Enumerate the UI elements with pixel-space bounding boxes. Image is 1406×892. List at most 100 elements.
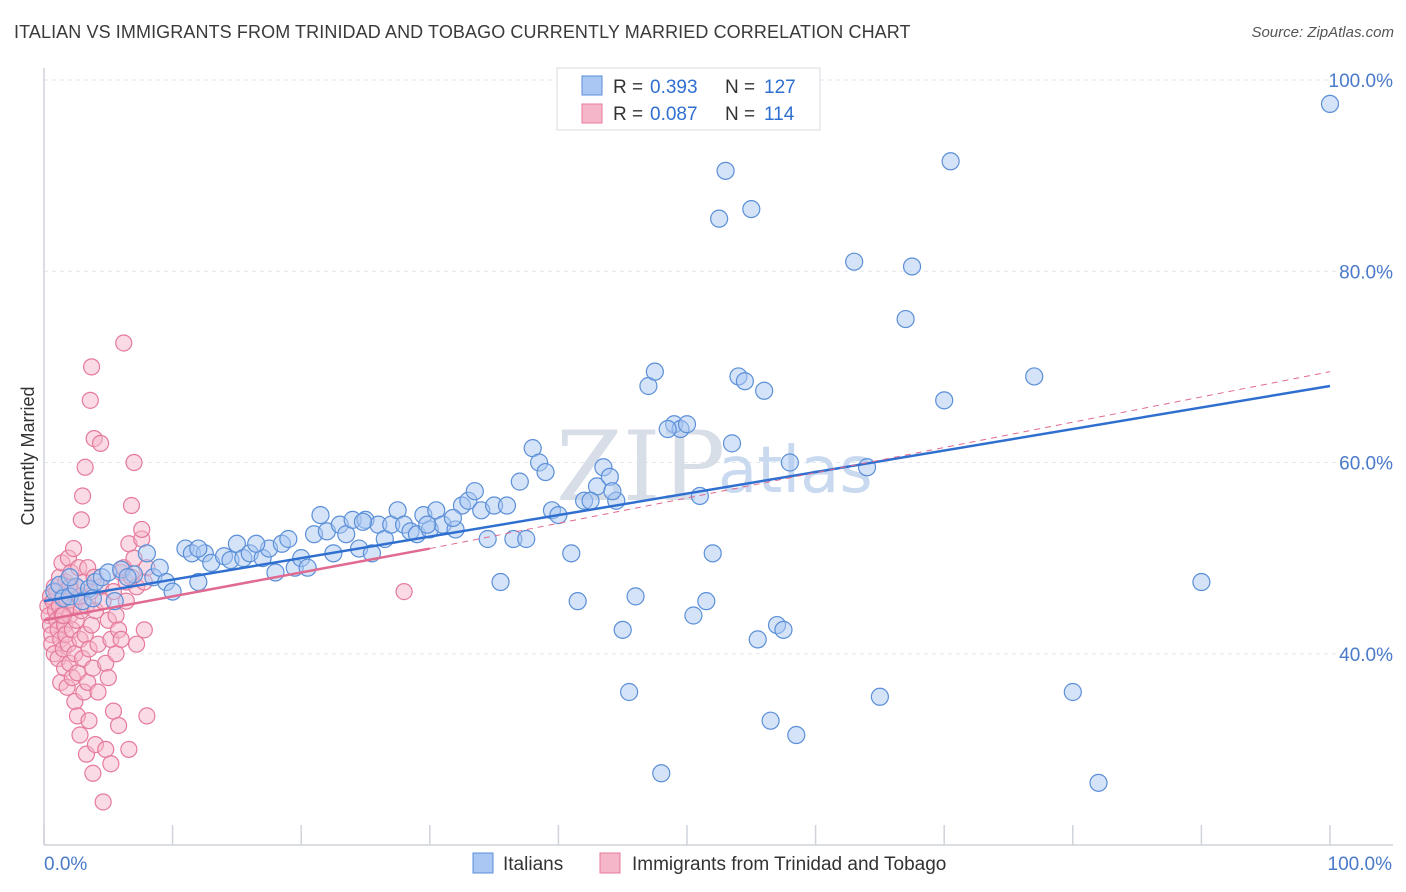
trinidad-point-79 xyxy=(97,740,115,758)
italians-point-106 xyxy=(941,152,960,171)
y-tick-labels: 40.0% 60.0% 80.0% 100.0% xyxy=(1329,71,1394,666)
italians-point-32 xyxy=(279,529,298,549)
legend-r-label-2: R = xyxy=(613,104,643,125)
trinidad-point-64 xyxy=(82,616,101,634)
trinidad-point-97 xyxy=(120,740,138,758)
legend-n-label-2: N = xyxy=(725,104,755,125)
italians-point-105 xyxy=(935,391,954,410)
italians-point-128 xyxy=(443,508,463,528)
trend-line-trinidad xyxy=(43,547,431,622)
italians-point-121 xyxy=(189,539,208,558)
italians-point-13 xyxy=(137,544,156,563)
trinidad-point-37 xyxy=(64,539,83,558)
trinidad-point-105 xyxy=(133,520,151,539)
italians-point-112 xyxy=(710,209,729,228)
watermark-atlas: atlas xyxy=(718,434,873,508)
italians-point-117 xyxy=(626,587,645,606)
italians-point-102 xyxy=(870,687,890,706)
italians-point-62 xyxy=(497,496,517,515)
legend-box: R = 0.393 N = 127 R = 0.087 N = 114 xyxy=(556,67,821,131)
trend-line-italians xyxy=(43,384,1331,603)
italians-point-111 xyxy=(1320,94,1340,114)
italians-point-78 xyxy=(620,682,639,702)
italians-point-124 xyxy=(517,529,536,549)
x-tick-label-min: 0.0% xyxy=(44,854,87,875)
y-axis-title: Currently Married xyxy=(18,386,38,525)
trinidad-point-67 xyxy=(84,764,102,782)
trinidad-point-109 xyxy=(138,707,156,725)
legend-n-value-2: 114 xyxy=(764,104,795,125)
bottom-legend-swatch-italians xyxy=(472,852,494,874)
trinidad-point-93 xyxy=(115,334,133,352)
trinidad-point-49 xyxy=(72,511,90,529)
italians-point-129 xyxy=(353,512,373,531)
trinidad-point-81 xyxy=(99,669,117,687)
italians-point-92 xyxy=(735,372,754,391)
bottom-legend-swatch-trinidad xyxy=(599,852,621,874)
legend-n-value-1: 127 xyxy=(764,77,796,98)
y-tick-label-100: 100.0% xyxy=(1329,71,1394,92)
y-tick-label-40: 40.0% xyxy=(1339,645,1393,666)
trinidad-point-103 xyxy=(127,635,146,653)
italians-point-85 xyxy=(684,606,703,625)
italians-point-90 xyxy=(722,434,742,453)
italians-point-88 xyxy=(703,544,722,563)
trend-lines xyxy=(43,371,1331,622)
italians-point-96 xyxy=(761,711,780,730)
trinidad-point-75 xyxy=(91,434,110,452)
source-label: Source: ZipAtlas.com xyxy=(1251,24,1394,41)
italians-point-64 xyxy=(510,472,529,491)
italians-point-71 xyxy=(568,592,587,611)
italians-point-80 xyxy=(645,362,664,381)
italians-point-123 xyxy=(418,515,437,534)
italians-point-103 xyxy=(896,309,915,329)
italians-point-99 xyxy=(787,725,806,745)
y-tick-label-60: 60.0% xyxy=(1339,454,1393,475)
italians-point-113 xyxy=(491,572,510,592)
italians-point-67 xyxy=(536,462,555,482)
italians-point-87 xyxy=(697,592,716,611)
italians-point-70 xyxy=(562,544,581,563)
italians-point-116 xyxy=(581,491,600,510)
trinidad-point-65 xyxy=(82,358,101,376)
bottom-legend-label-italians: Italians xyxy=(503,854,563,875)
italians-point-104 xyxy=(902,257,922,276)
legend-r-label-1: R = xyxy=(613,77,643,98)
legend-r-value-1: 0.393 xyxy=(650,77,698,98)
italians-point-107 xyxy=(1025,367,1044,386)
italians-point-94 xyxy=(748,630,767,649)
trinidad-point-89 xyxy=(109,716,128,735)
trinidad-point-99 xyxy=(122,496,141,515)
trinidad-point-73 xyxy=(89,683,107,701)
bottom-legend-label-trinidad: Immigrants from Trinidad and Tobago xyxy=(632,854,946,875)
trend-line-trinidad-extension xyxy=(429,371,1331,550)
italians-point-89 xyxy=(716,161,735,180)
chart-title: ITALIAN VS IMMIGRANTS FROM TRINIDAD AND … xyxy=(14,22,911,42)
x-tick-label-max: 100.0% xyxy=(1328,854,1393,875)
italians-point-126 xyxy=(774,620,793,639)
axes xyxy=(43,68,1393,846)
legend-n-label-1: N = xyxy=(725,77,755,98)
trinidad-point-47 xyxy=(71,726,89,744)
trinidad-point-91 xyxy=(112,630,130,649)
italians-point-122 xyxy=(247,534,266,553)
trinidad-point-101 xyxy=(125,453,143,472)
italians-point-127 xyxy=(603,482,622,501)
bottom-legend: Italians Immigrants from Trinidad and To… xyxy=(472,852,946,875)
italians-point-118 xyxy=(60,568,79,587)
legend-swatch-italians xyxy=(581,75,603,96)
italians-point-120 xyxy=(118,568,137,587)
italians-point-95 xyxy=(755,381,774,400)
italians-point-100 xyxy=(845,252,864,271)
trinidad-point-107 xyxy=(135,621,153,639)
trinidad-point-51 xyxy=(73,487,92,505)
trinidad-point-63 xyxy=(81,391,99,409)
italians-point-110 xyxy=(1192,572,1211,592)
italians-point-84 xyxy=(677,415,697,434)
trinidad-point-110 xyxy=(395,582,413,601)
italians-point-98 xyxy=(780,453,799,472)
y-tick-label-80: 80.0% xyxy=(1339,262,1393,283)
trinidad-point-85 xyxy=(104,702,123,720)
trinidad-point-83 xyxy=(102,755,120,773)
